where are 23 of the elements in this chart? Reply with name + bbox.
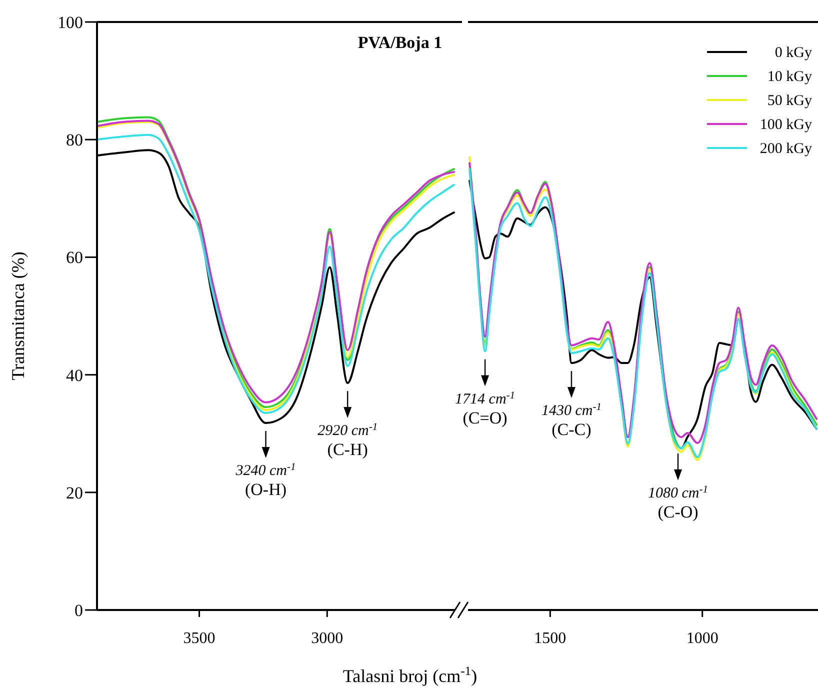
- annotation: 1430 cm$^{-1}$ (C-C): [541, 402, 602, 440]
- annotation: 1080 cm$^{-1}$ (C-O): [648, 484, 708, 522]
- y-tick-label: 20: [66, 483, 83, 502]
- text: PVA/Boja 1: [358, 33, 442, 52]
- x-tick-label: 3500: [183, 630, 216, 647]
- y-tick-label: 80: [66, 130, 83, 150]
- y-axis-title: Transmitanca (%): [8, 252, 28, 380]
- annotation: 3240 cm$^{-1}$ (O-H): [234, 462, 296, 500]
- annotation: 1714 cm$^{-1}$ (C=O): [455, 390, 516, 428]
- legend-label: 200 kGy: [760, 141, 812, 157]
- y-tick-label: 100: [58, 13, 83, 32]
- x-axis-title: Talasni broj (cm$^{-1}$): [342, 664, 478, 686]
- x-tick-label: 1000: [686, 630, 718, 647]
- legend-label: 100 kGy: [760, 117, 812, 133]
- y-tick-label: 0: [74, 601, 83, 620]
- x-tick-label: 1500: [534, 630, 566, 647]
- y-tick-label: 60: [66, 248, 83, 268]
- y-tick-label: 40: [66, 366, 83, 385]
- legend-label: 10 kGy: [767, 69, 812, 85]
- legend-label: 0 kGy: [774, 45, 812, 61]
- legend-label: 50 kGy: [767, 93, 812, 109]
- annotation: 2920 cm$^{-1}$ (C-H): [318, 422, 378, 460]
- x-tick-label: 3000: [311, 630, 344, 647]
